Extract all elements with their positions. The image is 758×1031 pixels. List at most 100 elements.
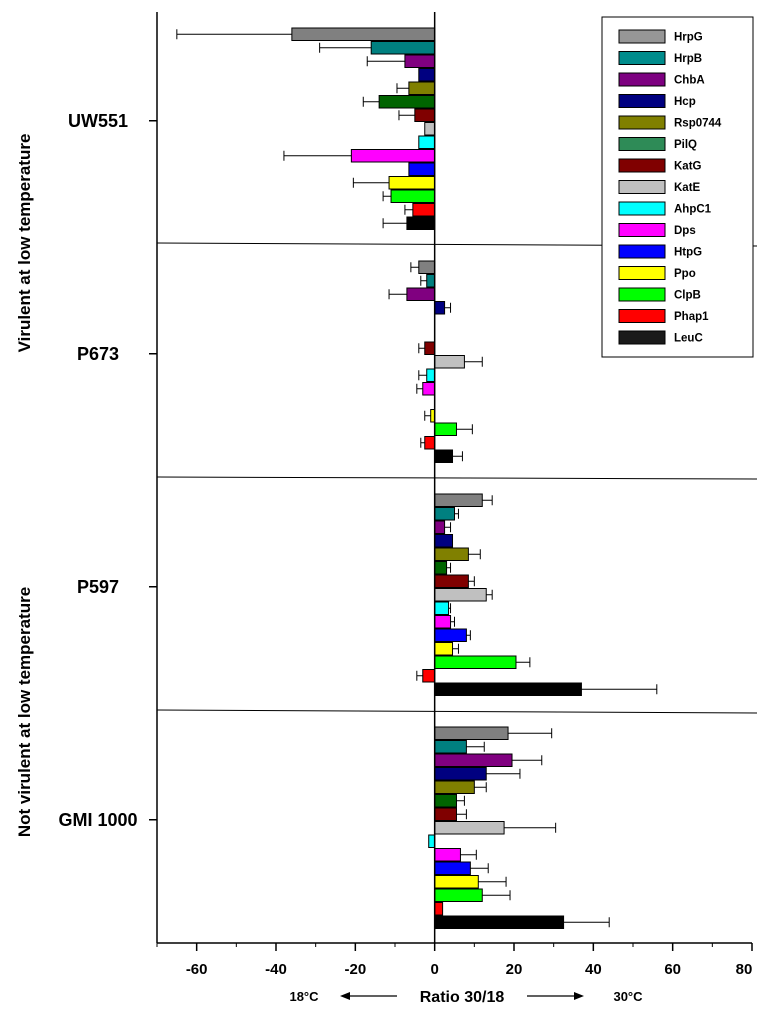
bar-gmi-1000-htpg [435,862,471,875]
legend-swatch-dps [619,224,665,237]
bar-uw551-hcp [419,69,435,82]
legend-swatch-chba [619,73,665,86]
arrow-right-head [574,992,584,1000]
bar-gmi-1000-pilq [435,795,457,808]
legend-swatch-phap1 [619,310,665,323]
legend-swatch-ppo [619,267,665,280]
bar-p673-clpb [435,423,457,436]
bar-uw551-hrpb [371,42,434,55]
legend-swatch-hcp [619,95,665,108]
x-tick-label: 20 [506,961,523,978]
bar-gmi-1000-ppo [435,876,479,889]
group-divider-3 [157,710,757,713]
bar-p673-hrpg [419,261,435,274]
strain-label-uw551: UW551 [68,111,128,131]
bar-uw551-chba [405,55,435,68]
bar-p597-pilq [435,562,447,575]
bar-uw551-katg [415,109,435,122]
legend-swatch-katg [619,159,665,172]
bar-p597-leuc [435,683,582,696]
bar-gmi-1000-kate [435,822,504,835]
legend-label-clpb: ClpB [674,290,701,302]
legend-label-leuc: LeuC [674,333,703,345]
bar-gmi-1000-clpb [435,889,483,902]
group-label-2: Not virulent at low temperature [15,587,34,837]
bar-gmi-1000-katg [435,808,457,821]
bar-uw551-ahpc1 [419,136,435,149]
bar-p597-hrpg [435,494,483,507]
legend-swatch-hrpb [619,52,665,65]
xlabel-left: 18°C [289,989,319,1004]
bar-uw551-rsp0744 [409,82,435,95]
bar-gmi-1000-phap1 [435,903,443,916]
legend-label-pilq: PilQ [674,139,697,151]
x-tick-label: -40 [265,961,287,978]
group-label-1: Virulent at low temperature [15,134,34,353]
x-tick-label: 0 [430,961,438,978]
xlabel-right: 30°C [613,989,643,1004]
legend-swatch-htpg [619,245,665,258]
bar-p673-kate [435,356,465,369]
bar-p673-ahpc1 [427,369,435,382]
bar-p673-leuc [435,450,453,463]
strain-label-p597: P597 [77,577,119,597]
legend-swatch-rsp0744 [619,116,665,129]
legend-label-dps: Dps [674,225,696,237]
x-tick-label: -20 [344,961,366,978]
bar-p673-hcp [435,302,445,315]
bar-uw551-ppo [389,177,435,190]
x-tick-label: 60 [664,961,681,978]
legend-label-hcp: Hcp [674,96,696,108]
bar-gmi-1000-rsp0744 [435,781,475,794]
bar-gmi-1000-leuc [435,916,564,929]
bar-p597-phap1 [423,670,435,683]
legend-label-kate: KatE [674,182,701,194]
bar-gmi-1000-hrpb [435,741,467,754]
x-tick-label: -60 [186,961,208,978]
x-tick-label: 80 [736,961,753,978]
group-divider-2 [157,477,757,479]
legend-label-rsp0744: Rsp0744 [674,118,722,130]
bar-gmi-1000-hrpg [435,727,508,740]
legend-label-hrpb: HrpB [674,53,702,65]
legend-label-ahpc1: AhpC1 [674,204,712,216]
arrow-left-head [340,992,350,1000]
strain-label-p673: P673 [77,344,119,364]
bar-p673-hrpb [427,275,435,288]
bar-uw551-pilq [379,96,435,109]
bar-gmi-1000-ahpc1 [429,835,435,848]
bar-p597-kate [435,589,487,602]
strain-label-gmi-1000: GMI 1000 [58,810,137,830]
xlabel: Ratio 30/18 [420,989,505,1006]
x-tick-label: 40 [585,961,602,978]
legend-label-ppo: Ppo [674,268,696,280]
bar-uw551-hrpg [292,28,435,41]
bar-uw551-clpb [391,190,435,203]
bar-p597-ppo [435,643,453,656]
legend-swatch-clpb [619,288,665,301]
bar-p597-clpb [435,656,516,669]
legend-label-katg: KatG [674,161,702,173]
bar-p673-dps [423,383,435,396]
bar-uw551-leuc [407,217,435,230]
legend-swatch-hrpg [619,30,665,43]
bar-p673-phap1 [425,437,435,450]
legend-label-phap1: Phap1 [674,311,709,323]
bar-p597-rsp0744 [435,548,469,561]
bar-uw551-htpg [409,163,435,176]
bar-gmi-1000-chba [435,754,512,767]
legend-label-chba: ChbA [674,75,705,87]
bar-p673-chba [407,288,435,301]
legend-label-hrpg: HrpG [674,32,703,44]
bar-gmi-1000-dps [435,849,461,862]
bar-gmi-1000-hcp [435,768,487,781]
legend-swatch-kate [619,181,665,194]
bar-p597-hcp [435,535,453,548]
bar-p597-hrpb [435,508,455,521]
legend-swatch-pilq [619,138,665,151]
bar-p597-dps [435,616,451,629]
bar-uw551-kate [425,123,435,136]
bar-p597-chba [435,521,445,534]
